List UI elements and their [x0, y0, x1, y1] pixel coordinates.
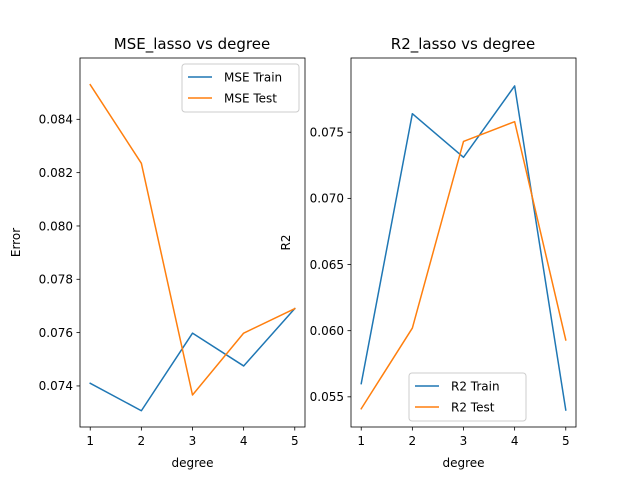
legend: R2 Train R2 Test [408, 372, 527, 422]
series-line-2 [360, 120, 567, 410]
y-tick-label: 0.065 [310, 258, 344, 272]
y-tick-label: 0.082 [39, 166, 73, 180]
y-tick-label: 0.055 [310, 390, 344, 404]
chart-panel-2: 1 2 3 4 5 0.055 0.060 0.065 0.070 0.075 R2_lasso v… [279, 35, 577, 470]
x-tick-label: 1 [86, 434, 94, 448]
legend-label: R2 Train [451, 380, 500, 394]
legend: MSE Train MSE Test [181, 63, 300, 113]
y-tick-label: 0.075 [310, 126, 344, 140]
x-tick-label: 1 [357, 434, 365, 448]
y-tick-label: 0.060 [310, 324, 344, 338]
chart-title: R2_lasso vs degree [391, 35, 535, 54]
x-tick-label: 2 [409, 434, 417, 448]
x-tick-label: 5 [562, 434, 570, 448]
legend-box [181, 63, 300, 113]
y-axis-label: R2 [279, 235, 293, 251]
x-axis-label: degree [442, 456, 484, 470]
legend-label: R2 Test [451, 401, 495, 415]
legend-box [408, 372, 527, 422]
axes-frame [79, 57, 306, 428]
y-tick-label: 0.078 [39, 273, 73, 287]
x-tick-label: 4 [511, 434, 519, 448]
legend-label: MSE Test [224, 92, 277, 106]
x-tick-label: 4 [240, 434, 248, 448]
x-tick-label: 2 [138, 434, 146, 448]
chart-title: MSE_lasso vs degree [114, 35, 270, 54]
x-axis-label: degree [171, 456, 213, 470]
legend-label: MSE Train [224, 71, 282, 85]
series-line-2 [89, 83, 296, 396]
x-tick-label: 3 [189, 434, 197, 448]
x-tick-label: 5 [291, 434, 299, 448]
series-line-1 [89, 307, 296, 412]
y-tick-label: 0.070 [310, 192, 344, 206]
y-tick-label: 0.076 [39, 326, 73, 340]
y-tick-label: 0.074 [39, 379, 73, 393]
y-tick-label: 0.084 [39, 113, 73, 127]
y-axis-label: Error [9, 228, 23, 257]
y-tick-label: 0.080 [39, 219, 73, 233]
x-tick-label: 3 [460, 434, 468, 448]
chart-panel-1: 1 2 3 4 5 0.074 0.076 0.078 0.080 0.082 0.084 MSE_l… [9, 35, 306, 470]
